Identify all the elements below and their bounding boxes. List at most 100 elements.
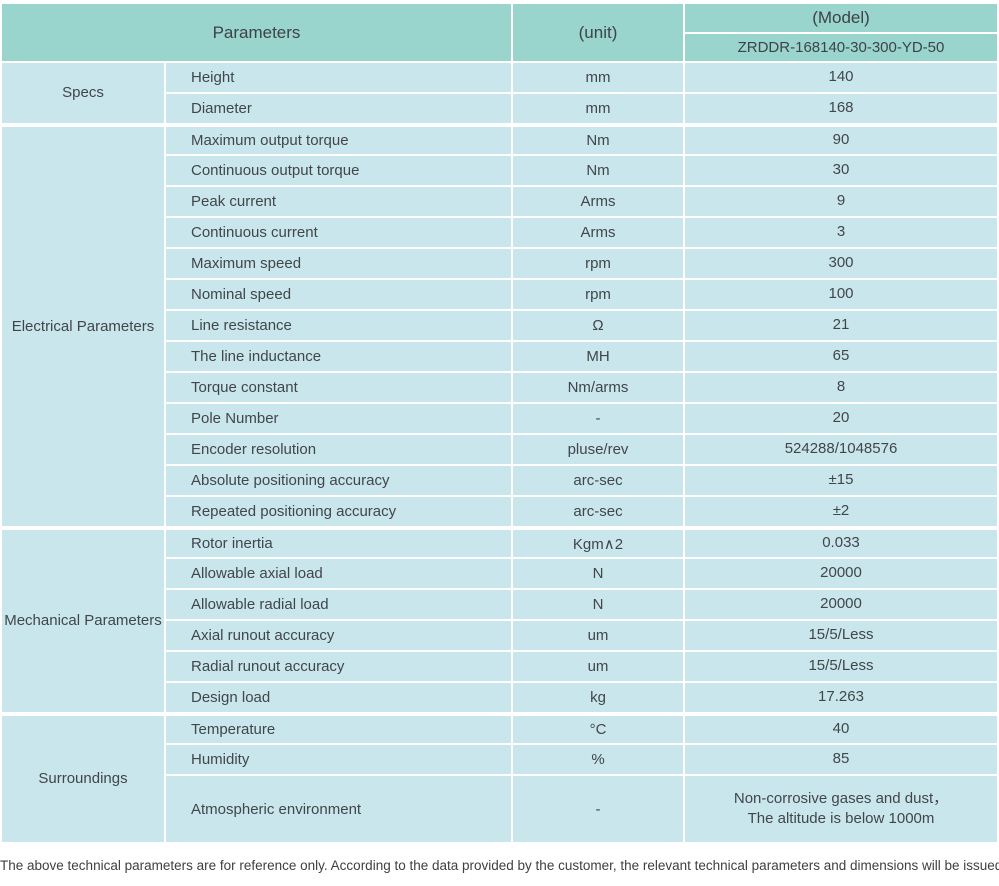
value-cell: 20 (685, 404, 997, 433)
table-row: The line inductance MH 65 (2, 342, 997, 371)
unit-cell: - (513, 776, 683, 842)
unit-cell: mm (513, 63, 683, 92)
parameter-name-cell: Rotor inertia (166, 528, 511, 557)
unit-cell: Nm/arms (513, 373, 683, 402)
value-cell: ±2 (685, 497, 997, 526)
table-row: Encoder resolution pluse/rev 524288/104857… (2, 435, 997, 464)
parameter-name-cell: Absolute positioning accuracy (166, 466, 511, 495)
table-row: Allowable axial load N 20000 (2, 559, 997, 588)
table-row: Torque constant Nm/arms 8 (2, 373, 997, 402)
unit-cell: % (513, 745, 683, 774)
value-cell: 85 (685, 745, 997, 774)
unit-cell: Arms (513, 187, 683, 216)
value-cell: 100 (685, 280, 997, 309)
value-cell: 40 (685, 714, 997, 743)
value-cell: 3 (685, 218, 997, 247)
table-row: Surroundings Temperature °C 40 (2, 714, 997, 842)
table-row: Nominal speed rpm 100 (2, 280, 997, 309)
parameter-name-cell: Radial runout accuracy (166, 652, 511, 681)
parameter-name-cell: Diameter (166, 94, 511, 123)
unit-cell: Ω (513, 311, 683, 340)
parameter-name-cell: Allowable axial load (166, 559, 511, 588)
parameter-name-cell: Maximum speed (166, 249, 511, 278)
parameter-name-cell: Continuous output torque (166, 156, 511, 185)
value-cell: 30 (685, 156, 997, 185)
spec-table: Parameters (unit) (Model) ZRDDR-168140-3… (0, 2, 999, 844)
parameter-name-cell: Repeated positioning accuracy (166, 497, 511, 526)
value-cell: 90 (685, 125, 997, 154)
value-cell: 15/5/Less (685, 652, 997, 681)
unit-cell: kg (513, 683, 683, 712)
table-row: Pole Number -20 (2, 404, 997, 433)
category-cell: Electrical Parameters (2, 125, 164, 526)
unit-cell: N (513, 590, 683, 619)
value-cell: 9 (685, 187, 997, 216)
table-row: Continuous current Arms 3 (2, 218, 997, 247)
value-cell: 65 (685, 342, 997, 371)
unit-cell: rpm (513, 280, 683, 309)
table-row: Line resistance Ω 21 (2, 311, 997, 340)
table-row: Mechanical Parameters Rotor inertia Kgm∧2 0… (2, 528, 997, 712)
parameter-name-cell: Atmospheric environment (166, 776, 511, 842)
unit-cell: rpm (513, 249, 683, 278)
table-row: Axial runout accuracy um 15/5/Less (2, 621, 997, 650)
table-row: Repeated positioning accuracy arc-sec ±2 (2, 497, 997, 526)
unit-cell: - (513, 404, 683, 433)
value-cell: 20000 (685, 590, 997, 619)
table-row: Specs Height mm 140 (2, 63, 997, 123)
parameter-name-cell: Axial runout accuracy (166, 621, 511, 650)
table-row: Radial runout accuracy um 15/5/Less (2, 652, 997, 681)
parameter-name-cell: Continuous current (166, 218, 511, 247)
unit-cell: N (513, 559, 683, 588)
value-cell: 15/5/Less (685, 621, 997, 650)
value-cell: Non-corrosive gases and dust， The altitu… (685, 776, 997, 842)
category-cell: Mechanical Parameters (2, 528, 164, 712)
unit-cell: °C (513, 714, 683, 743)
value-cell: 168 (685, 94, 997, 123)
unit-cell: Arms (513, 218, 683, 247)
unit-cell: Kgm∧2 (513, 528, 683, 557)
value-cell: 524288/1048576 (685, 435, 997, 464)
parameter-name-cell: Pole Number (166, 404, 511, 433)
value-cell: 300 (685, 249, 997, 278)
parameter-name-cell: The line inductance (166, 342, 511, 371)
unit-cell: um (513, 652, 683, 681)
parameter-name-cell: Humidity (166, 745, 511, 774)
unit-cell: mm (513, 94, 683, 123)
parameter-name-cell: Design load (166, 683, 511, 712)
value-cell: 8 (685, 373, 997, 402)
parameter-name-cell: Encoder resolution (166, 435, 511, 464)
parameter-name-cell: Height (166, 63, 511, 92)
unit-cell: um (513, 621, 683, 650)
parameter-name-cell: Allowable radial load (166, 590, 511, 619)
parameter-name-cell: Torque constant (166, 373, 511, 402)
unit-cell: MH (513, 342, 683, 371)
table-row: Absolute positioning accuracy arc-sec ±15 (2, 466, 997, 495)
unit-cell: Nm (513, 125, 683, 154)
header-row-2: ZRDDR-168140-30-300-YD-50 (2, 34, 997, 61)
unit-cell: Nm (513, 156, 683, 185)
parameter-name-cell: Nominal speed (166, 280, 511, 309)
category-cell: Surroundings (2, 714, 164, 842)
value-cell: 17.263 (685, 683, 997, 712)
parameter-name-cell: Line resistance (166, 311, 511, 340)
value-cell: 20000 (685, 559, 997, 588)
spec-table-body: Specs Height mm 140 Diameter mm 168 Electrical … (2, 63, 997, 842)
model-header-cell: (Model) (685, 4, 997, 32)
header-row-1: Parameters (unit) (Model) (2, 4, 997, 61)
parameter-name-cell: Maximum output torque (166, 125, 511, 154)
category-cell: Specs (2, 63, 164, 123)
parameter-name-cell: Temperature (166, 714, 511, 743)
unit-cell: arc-sec (513, 466, 683, 495)
parameter-name-cell: Peak current (166, 187, 511, 216)
table-row: Maximum speed rpm 300 (2, 249, 997, 278)
value-cell: ±15 (685, 466, 997, 495)
table-row: Continuous output torque Nm 30 (2, 156, 997, 185)
table-row: Design load kg 17.263 (2, 683, 997, 712)
table-row: Humidity% 85 (2, 745, 997, 774)
table-row: Allowable radial load N 20000 (2, 590, 997, 619)
table-row: Diameter mm 168 (2, 94, 997, 123)
unit-header-cell: (unit) (513, 4, 683, 61)
parameters-header-cell: Parameters (2, 4, 511, 61)
footnote: The above technical parameters are for r… (0, 858, 999, 873)
